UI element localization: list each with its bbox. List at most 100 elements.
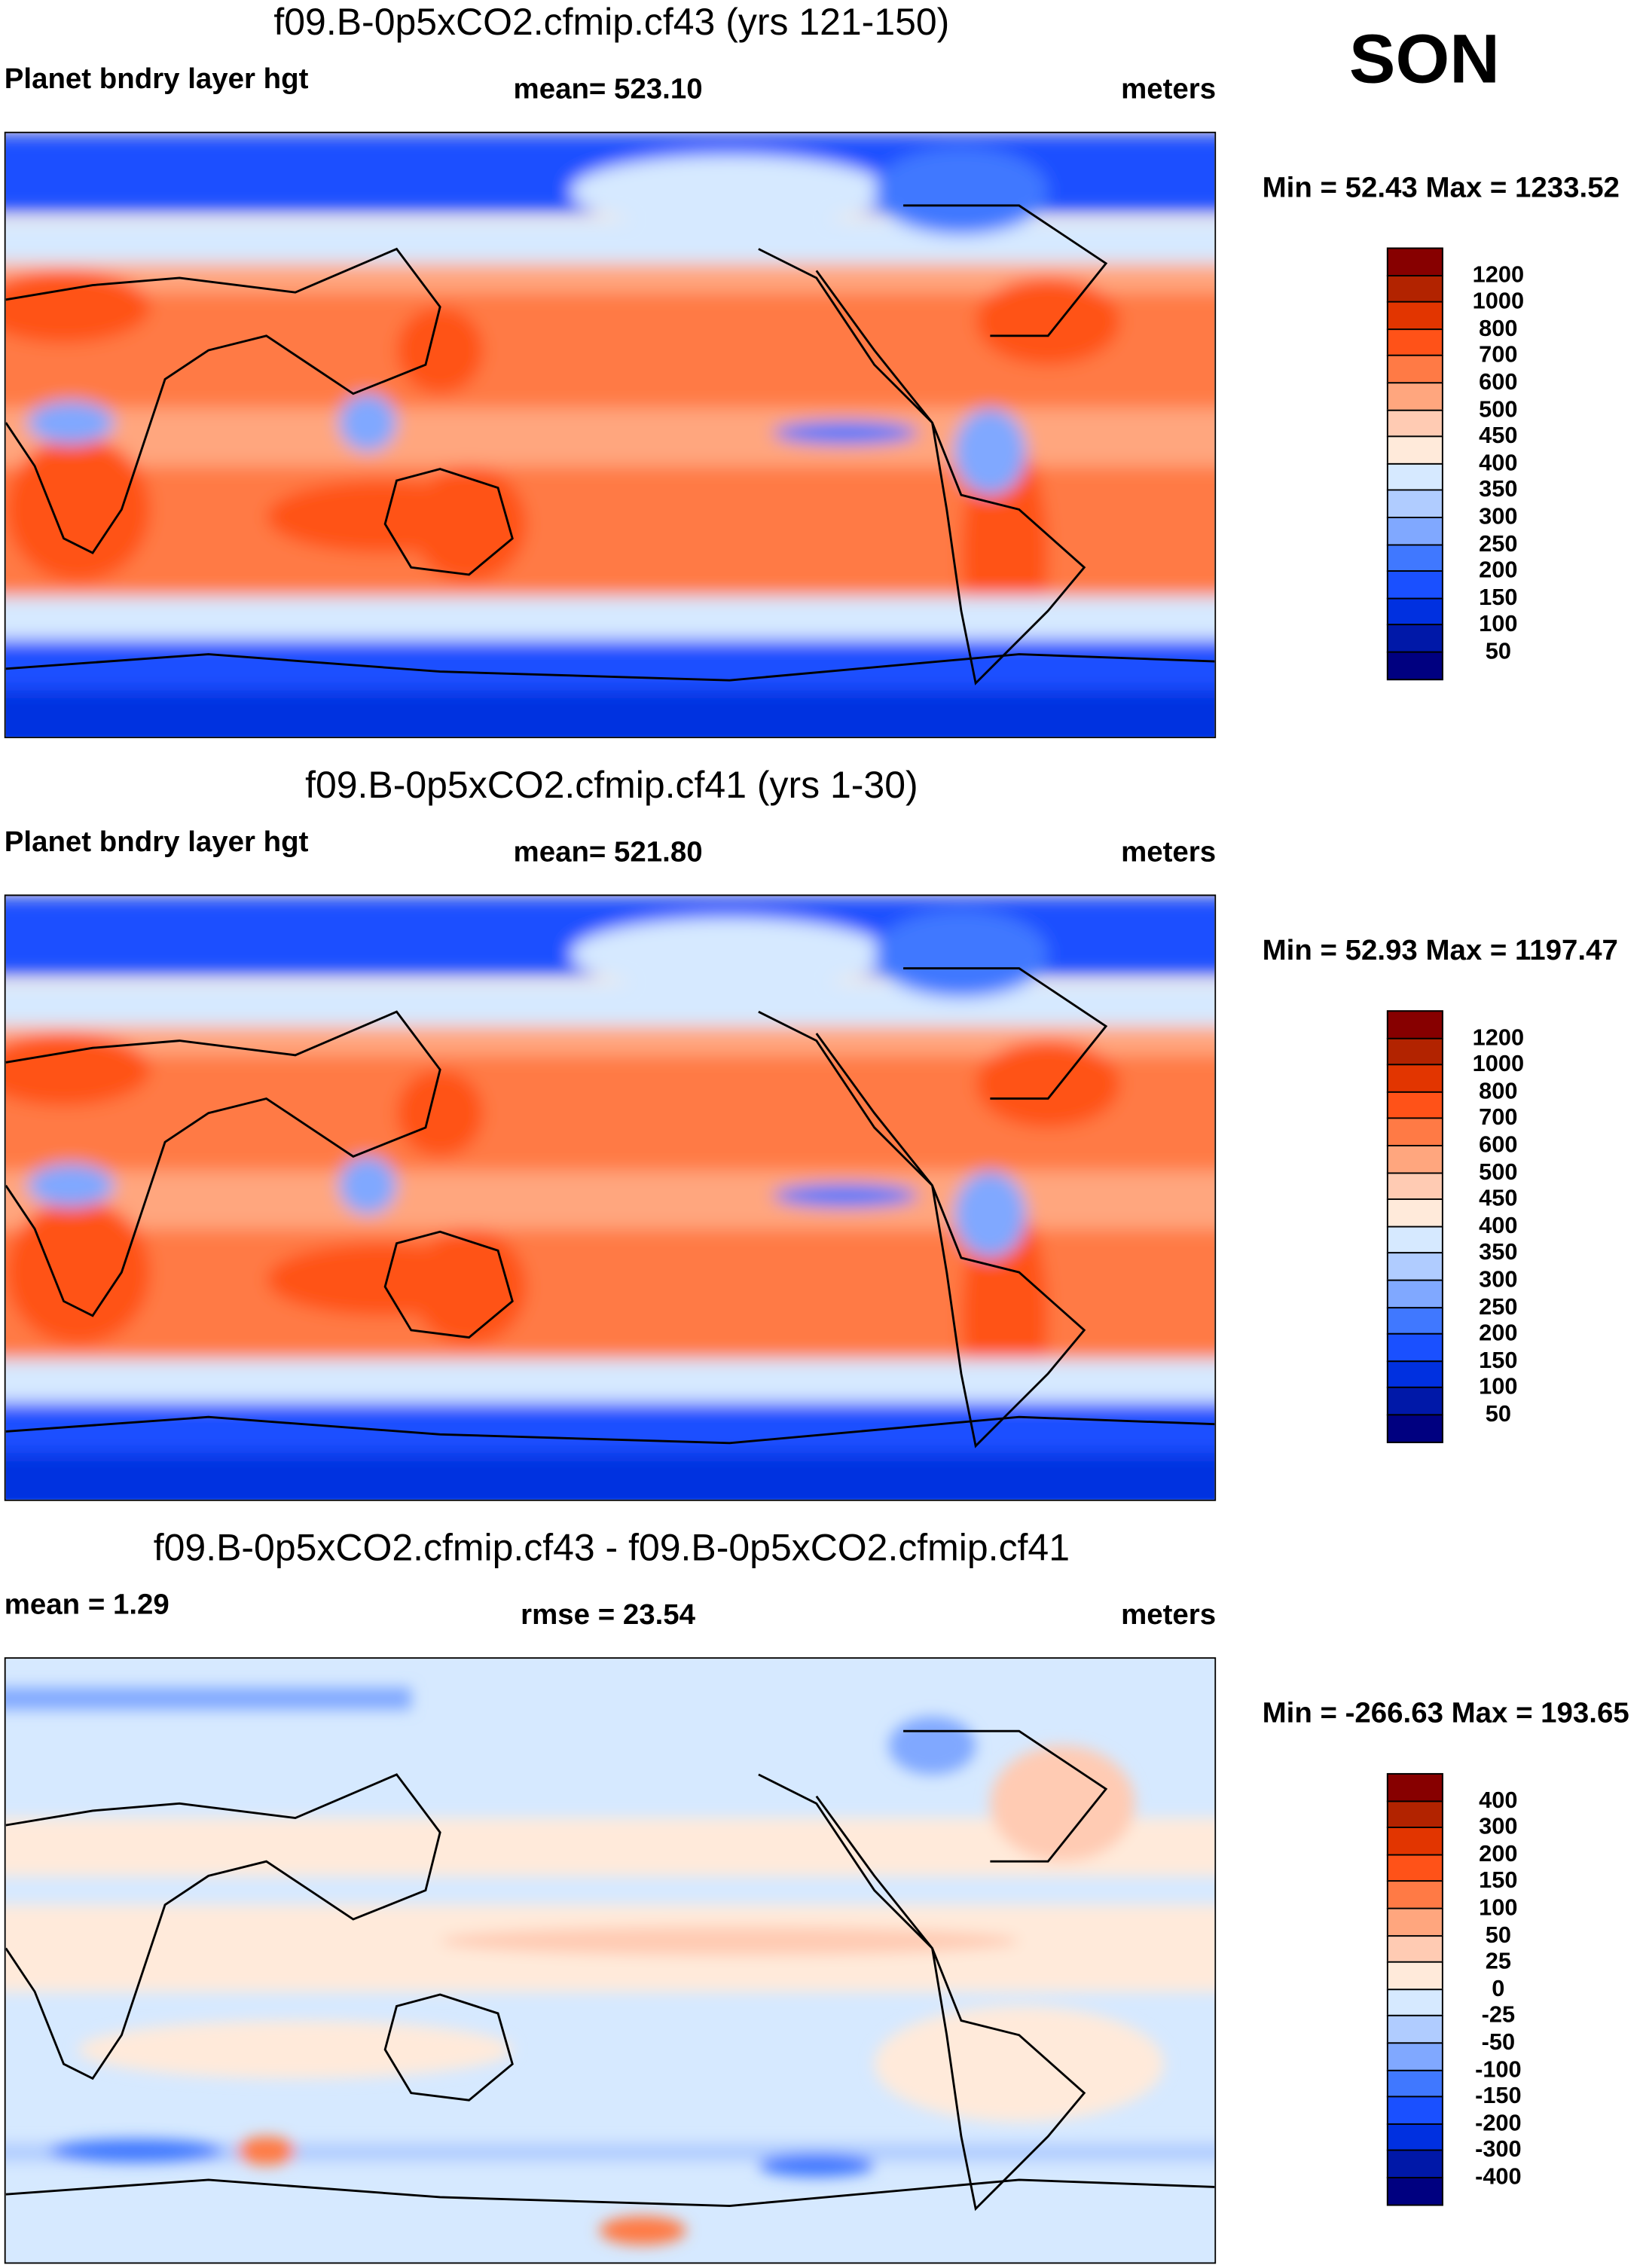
left-label: Planet bndry layer hgt <box>4 63 309 96</box>
colorbar-tick-label: -300 <box>1475 2138 1522 2163</box>
colorbar-box <box>1386 651 1443 680</box>
colorbar <box>1386 1010 1443 1442</box>
colorbar-box <box>1386 1854 1443 1882</box>
colorbar-box <box>1386 1772 1443 1802</box>
colorbar-box <box>1386 1360 1443 1389</box>
colorbar-tick-label: 450 <box>1479 424 1518 450</box>
colorbar-tick-label: 25 <box>1485 1949 1511 1975</box>
colorbar <box>1386 247 1443 680</box>
map-panel-2 <box>4 894 1217 1501</box>
colorbar-box <box>1386 1037 1443 1066</box>
colorbar-box <box>1386 274 1443 303</box>
colorbar-tick-label: 800 <box>1479 1079 1518 1104</box>
colorbar-tick-label: 700 <box>1479 343 1518 368</box>
colorbar-tick-label: 300 <box>1479 1268 1518 1293</box>
colorbar-tick-label: 300 <box>1479 505 1518 530</box>
colorbar-tick-label: 200 <box>1479 559 1518 584</box>
colorbar <box>1386 1772 1443 2205</box>
colorbar-tick-label: 1000 <box>1472 1052 1525 1078</box>
panel-title: f09.B-0p5xCO2.cfmip.cf43 (yrs 121-150) <box>273 0 950 44</box>
units-label: meters <box>1121 1599 1217 1632</box>
min-max-label: Min = 52.93 Max = 1197.47 <box>1262 935 1618 967</box>
colorbar-box <box>1386 1827 1443 1856</box>
colorbar-box <box>1386 1064 1443 1093</box>
colorbar-box <box>1386 1961 1443 1990</box>
colorbar-box <box>1386 1279 1443 1308</box>
colorbar-tick-label: -100 <box>1475 2057 1522 2083</box>
colorbar-box <box>1386 462 1443 492</box>
colorbar-box <box>1386 2123 1443 2152</box>
colorbar-box <box>1386 543 1443 572</box>
colorbar-box <box>1386 2068 1443 2098</box>
colorbar-box <box>1386 1880 1443 1909</box>
colorbar-tick-label: 200 <box>1479 1321 1518 1347</box>
colorbar-tick-label: 250 <box>1479 1295 1518 1320</box>
colorbar-tick-label: 150 <box>1479 1348 1518 1374</box>
center-label: rmse = 23.54 <box>521 1599 695 1632</box>
colorbar-box <box>1386 1907 1443 1937</box>
colorbar-tick-label: 400 <box>1479 1213 1518 1239</box>
colorbar-tick-label: 50 <box>1485 639 1511 665</box>
colorbar-tick-label: 50 <box>1485 1403 1511 1427</box>
min-max-label: Min = -266.63 Max = 193.65 <box>1262 1698 1629 1730</box>
colorbar-tick-label: 500 <box>1479 1160 1518 1186</box>
map-panel-1 <box>4 131 1217 739</box>
colorbar-box <box>1386 597 1443 626</box>
colorbar-tick-label: 0 <box>1492 1976 1505 2002</box>
colorbar-tick-label: -200 <box>1475 2111 1522 2136</box>
colorbar-box <box>1386 2096 1443 2125</box>
colorbar-tick-label: 1000 <box>1472 289 1525 315</box>
colorbar-box <box>1386 328 1443 357</box>
colorbar-box <box>1386 408 1443 438</box>
colorbar-tick-label: 1200 <box>1472 262 1525 288</box>
colorbar-box <box>1386 2015 1443 2044</box>
colorbar-box <box>1386 1226 1443 1254</box>
colorbar-tick-label: 150 <box>1479 585 1518 611</box>
panel-title: f09.B-0p5xCO2.cfmip.cf43 - f09.B-0p5xCO2… <box>153 1525 1070 1570</box>
colorbar-box <box>1386 1118 1443 1146</box>
colorbar-box <box>1386 1387 1443 1416</box>
colorbar-box <box>1386 1091 1443 1120</box>
panel-title: f09.B-0p5xCO2.cfmip.cf41 (yrs 1-30) <box>305 762 918 807</box>
colorbar-box <box>1386 2042 1443 2071</box>
center-label: mean= 521.80 <box>513 836 703 868</box>
colorbar-box <box>1386 490 1443 518</box>
colorbar-tick-label: -50 <box>1481 2031 1516 2056</box>
units-label: meters <box>1121 74 1217 106</box>
colorbar-box <box>1386 2176 1443 2205</box>
colorbar-box <box>1386 247 1443 276</box>
colorbar-box <box>1386 1252 1443 1281</box>
colorbar-tick-label: 100 <box>1479 612 1518 638</box>
colorbar-tick-label: 100 <box>1479 1375 1518 1400</box>
colorbar-tick-label: 600 <box>1479 1133 1518 1158</box>
colorbar-box <box>1386 1198 1443 1228</box>
colorbar-tick-label: 300 <box>1479 1815 1518 1840</box>
colorbar-tick-label: 1200 <box>1472 1025 1525 1051</box>
colorbar-box <box>1386 570 1443 600</box>
colorbar-box <box>1386 516 1443 545</box>
colorbar-box <box>1386 1306 1443 1335</box>
colorbar-box <box>1386 1799 1443 1829</box>
left-label: mean = 1.29 <box>4 1589 169 1622</box>
colorbar-tick-label: 400 <box>1479 1788 1518 1813</box>
colorbar-box <box>1386 1414 1443 1442</box>
colorbar-tick-label: 350 <box>1479 478 1518 503</box>
colorbar-box <box>1386 382 1443 411</box>
colorbar-tick-label: 800 <box>1479 316 1518 342</box>
min-max-label: Min = 52.43 Max = 1233.52 <box>1262 172 1620 204</box>
left-label: Planet bndry layer hgt <box>4 826 309 859</box>
colorbar-tick-label: 400 <box>1479 451 1518 476</box>
colorbar-tick-label: 100 <box>1479 1896 1518 1921</box>
colorbar-tick-label: 350 <box>1479 1241 1518 1266</box>
colorbar-box <box>1386 1934 1443 1963</box>
colorbar-tick-label: 600 <box>1479 370 1518 395</box>
colorbar-tick-label: 450 <box>1479 1187 1518 1212</box>
colorbar-tick-label: 500 <box>1479 397 1518 423</box>
colorbar-tick-label: 150 <box>1479 1869 1518 1894</box>
colorbar-tick-label: -25 <box>1481 2004 1516 2028</box>
colorbar-tick-label: 700 <box>1479 1106 1518 1131</box>
colorbar-tick-label: 50 <box>1485 1923 1511 1948</box>
colorbar-tick-label: 200 <box>1479 1842 1518 1867</box>
colorbar-box <box>1386 1144 1443 1174</box>
